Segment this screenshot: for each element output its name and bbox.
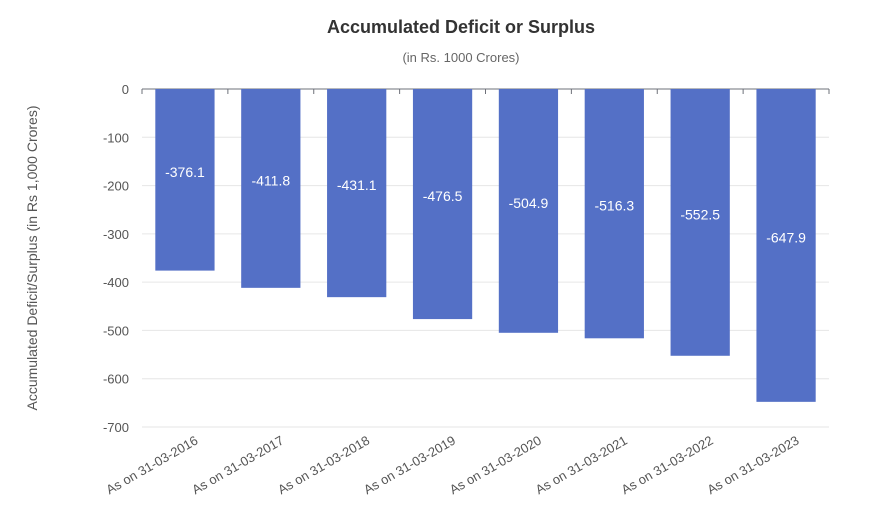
bar-value-label: -552.5 <box>680 206 720 222</box>
y-axis-title: Accumulated Deficit/Surplus (in Rs 1,000… <box>24 105 40 410</box>
bar <box>241 89 301 288</box>
chart-title: Accumulated Deficit or Surplus <box>326 17 596 37</box>
chart-subtitle: (in Rs. 1000 Crores) <box>402 50 520 65</box>
bar <box>670 89 730 356</box>
bar <box>155 89 215 271</box>
y-tick-label: -100 <box>103 130 129 145</box>
x-tick-label: As on 31-03-2023 <box>705 433 802 498</box>
bar-value-label: -504.9 <box>509 195 549 211</box>
x-tick-label: As on 31-03-2016 <box>103 433 200 498</box>
bar <box>327 89 387 298</box>
bar <box>498 89 559 333</box>
y-tick-label: -500 <box>103 323 129 338</box>
bar-value-label: -516.3 <box>594 198 634 214</box>
bar-value-label: -376.1 <box>165 164 205 180</box>
x-tick-label: As on 31-03-2021 <box>533 433 630 498</box>
x-tick-label: As on 31-03-2022 <box>619 433 716 498</box>
y-tick-label: 0 <box>122 82 129 97</box>
bar-value-label: -476.5 <box>423 188 463 204</box>
y-tick-label: -400 <box>103 275 129 290</box>
y-tick-label: -700 <box>103 420 129 435</box>
bar-value-label: -431.1 <box>337 177 377 193</box>
bar <box>584 89 644 339</box>
y-tick-label: -600 <box>103 372 129 387</box>
bar <box>412 89 473 320</box>
x-tick-label: As on 31-03-2017 <box>189 433 286 498</box>
y-tick-label: -300 <box>103 227 129 242</box>
y-tick-label: -200 <box>103 179 129 194</box>
bar-value-label: -411.8 <box>251 172 290 188</box>
bar <box>756 89 816 402</box>
bar-value-label: -647.9 <box>766 229 806 245</box>
x-tick-label: As on 31-03-2019 <box>361 433 458 498</box>
x-tick-label: As on 31-03-2020 <box>447 433 544 498</box>
x-tick-label: As on 31-03-2018 <box>275 433 372 498</box>
